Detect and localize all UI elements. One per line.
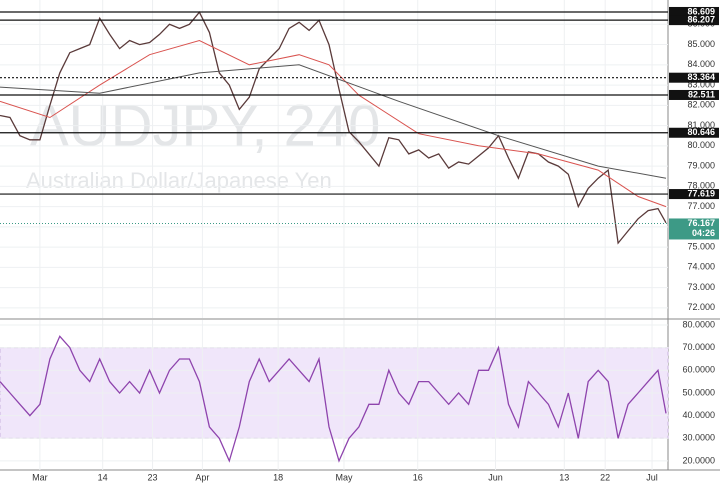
y-tick-label: 77.000 (687, 201, 715, 211)
y-tick-label: 40.0000 (682, 410, 715, 420)
y-tick-label: 83.000 (687, 79, 715, 89)
y-tick-label: 72.000 (687, 302, 715, 312)
last-price-box (669, 218, 719, 240)
level-label-box (669, 15, 719, 26)
y-tick-label: 73.000 (687, 282, 715, 292)
y-tick-label: 81.000 (687, 120, 715, 130)
x-tick-label: 23 (148, 472, 158, 482)
x-tick-label: 13 (559, 472, 569, 482)
y-tick-label: 85.000 (687, 39, 715, 49)
y-tick-label: 74.000 (687, 262, 715, 272)
series-line (0, 335, 667, 463)
countdown-label: 04:26 (692, 228, 715, 238)
y-tick-label: 80.0000 (682, 319, 715, 329)
level-label-box (669, 72, 719, 83)
series-line (0, 11, 667, 245)
x-tick-label: May (335, 472, 353, 482)
level-label-box (669, 89, 719, 100)
level-label: 77.619 (687, 188, 715, 198)
level-label: 83.364 (687, 72, 715, 82)
y-tick-label: 78.000 (687, 181, 715, 191)
level-label-box (669, 6, 719, 17)
y-tick-label: 82.000 (687, 100, 715, 110)
x-tick-label: Jul (646, 472, 658, 482)
y-tick-label: 84.000 (687, 59, 715, 69)
series-line (0, 39, 667, 208)
level-label: 86.207 (687, 14, 715, 24)
x-tick-label: 22 (600, 472, 610, 482)
level-label-box (669, 189, 719, 200)
y-tick-label: 75.000 (687, 241, 715, 251)
y-tick-label: 79.000 (687, 160, 715, 170)
x-tick-label: Mar (32, 472, 48, 482)
y-tick-label: 20.0000 (682, 455, 715, 465)
last-price-label: 76.167 (687, 218, 715, 228)
x-tick-label: 16 (413, 472, 423, 482)
y-tick-label: 70.0000 (682, 342, 715, 352)
y-tick-label: 80.000 (687, 140, 715, 150)
x-tick-label: Apr (195, 472, 209, 482)
y-tick-label: 30.0000 (682, 433, 715, 443)
y-tick-label: 60.0000 (682, 365, 715, 375)
x-tick-label: 14 (98, 472, 108, 482)
x-tick-label: 18 (273, 472, 283, 482)
watermark-subtitle: Australian Dollar/Japanese Yen (26, 168, 332, 193)
level-label-box (669, 127, 719, 138)
x-tick-label: Jun (488, 472, 503, 482)
series-line (0, 64, 667, 179)
level-label: 86.609 (687, 6, 715, 16)
level-label: 82.511 (688, 89, 715, 99)
level-label: 80.646 (687, 127, 715, 137)
y-tick-label: 50.0000 (682, 387, 715, 397)
